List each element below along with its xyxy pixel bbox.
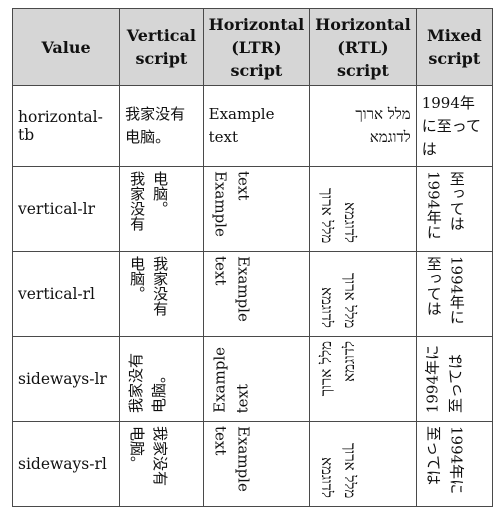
header-horizontal-rtl-script: Horizontal (RTL) script	[309, 8, 417, 86]
header-mixed-script: Mixed script	[415, 8, 493, 86]
row-value-label: vertical-lr	[11, 166, 121, 252]
ltr-script-cell: Example text	[202, 421, 311, 507]
sample-text: Example text	[211, 426, 253, 492]
sample-text: מלל ארוך לדוגמא	[355, 105, 411, 146]
ltr-script-cell: Example text	[202, 166, 311, 252]
table-row: vertical-lr 我家没有电脑。 Example text מלל ארו…	[11, 166, 493, 252]
sample-text: מלל ארוך לדוגמא	[318, 272, 360, 328]
row-value-label: sideways-rl	[11, 421, 121, 507]
header-horizontal-ltr-script: Horizontal (LTR) script	[202, 8, 311, 86]
mixed-script-cell: 1994年に至っては	[415, 336, 493, 422]
rtl-script-cell: מלל ארוך לדוגמא	[309, 251, 417, 337]
sample-text: מלל ארוך לדוגמא	[318, 442, 360, 498]
vertical-script-cell: 我家没有电脑。	[119, 421, 204, 507]
sample-text: Example text	[208, 105, 275, 146]
vertical-script-cell: 我家没有电脑。	[119, 336, 204, 422]
row-value-label: horizontal-tb	[11, 85, 121, 167]
sample-text: 我家没有电脑。	[128, 171, 170, 231]
rtl-script-cell: מלל ארוך לדוגמא	[309, 166, 417, 252]
sample-text: 我家没有电脑。	[128, 426, 170, 487]
sample-text: 1994年に至っては	[424, 256, 466, 325]
ltr-script-cell: Example text	[202, 251, 311, 337]
rtl-script-cell: מלל ארוך לדוגמא	[309, 336, 417, 422]
header-vertical-script: Vertical script	[119, 8, 204, 86]
header-row: Value Vertical script Horizontal (LTR) s…	[11, 8, 493, 86]
sample-text: 1994年に至っては	[421, 93, 481, 158]
sample-text: 我家没有电脑。	[128, 256, 170, 316]
table-row: sideways-rl 我家没有电脑。 Example text מלל ארו…	[11, 421, 493, 507]
row-value-label: vertical-rl	[11, 251, 121, 337]
table-row: vertical-rl 我家没有电脑。 Example text מלל ארו…	[11, 251, 493, 337]
ltr-script-cell: Example text	[202, 336, 311, 422]
mixed-script-cell: 1994年に至っては	[415, 421, 493, 507]
sample-text: מלל ארוך לדוגמא	[317, 341, 359, 397]
sample-text: Example text	[211, 256, 253, 322]
header-value: Value	[11, 8, 121, 86]
sample-text: Example text	[211, 171, 253, 237]
ltr-script-cell: Example text	[202, 85, 311, 167]
rtl-script-cell: מלל ארוך לדוגמא	[309, 85, 417, 167]
vertical-script-cell: 我家没有电脑。	[119, 251, 204, 337]
table-row: sideways-lr 我家没有电脑。 Example text מלל ארו…	[11, 336, 493, 422]
sample-text: 我家没有电脑。	[127, 352, 169, 413]
sample-text: Example text	[210, 347, 252, 413]
mixed-script-cell: 1994年に至っては	[415, 85, 493, 167]
table-row: horizontal-tb 我家没有电脑。 Example text מלל א…	[11, 85, 493, 167]
rtl-script-cell: מלל ארוך לדוגמא	[309, 421, 417, 507]
mixed-script-cell: 1994年に至っては	[415, 251, 493, 337]
vertical-script-cell: 我家没有电脑。	[119, 166, 204, 252]
mixed-script-cell: 1994年に至っては	[415, 166, 493, 252]
sample-text: 1994年に至っては	[423, 344, 465, 413]
sample-text: 1994年に至っては	[424, 426, 466, 495]
sample-text: 1994年に至っては	[424, 171, 466, 240]
sample-text: מלל ארוך לדוגמא	[318, 187, 360, 243]
row-value-label: sideways-lr	[11, 336, 121, 422]
vertical-script-cell: 我家没有电脑。	[119, 85, 204, 167]
sample-text: 我家没有电脑。	[125, 105, 186, 146]
writing-mode-table: Value Vertical script Horizontal (LTR) s…	[11, 8, 493, 507]
